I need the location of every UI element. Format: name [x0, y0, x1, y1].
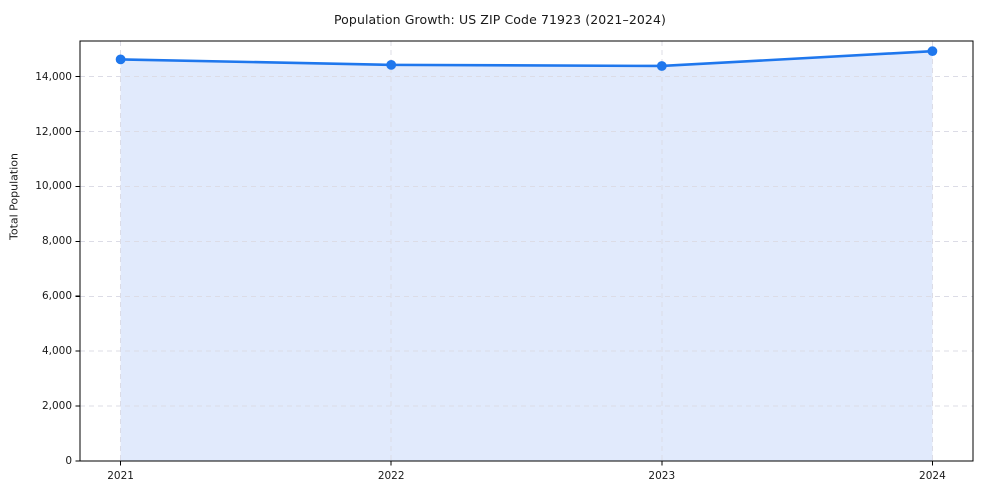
axes-spines-group	[79, 40, 974, 462]
y-tick-label: 6,000	[41, 290, 72, 303]
area-fill	[120, 51, 933, 461]
data-line-group	[119, 49, 934, 68]
x-tick-label: 2021	[107, 470, 134, 482]
y-tick-label: 2,000	[41, 400, 72, 413]
data-point-marker	[115, 54, 126, 65]
x-tick-label: 2023	[648, 470, 676, 482]
data-point-marker	[656, 61, 667, 71]
data-point-marker	[386, 59, 397, 70]
chart-title: Population Growth: US ZIP Code 71923 (20…	[333, 12, 667, 27]
y-tick-label: 12,000	[35, 125, 72, 138]
x-tick-label: 2024	[919, 470, 946, 482]
data-line	[119, 49, 934, 68]
y-tick-label: 10,000	[35, 180, 72, 193]
y-tick-label: 14,000	[35, 70, 72, 83]
data-markers-group	[115, 46, 938, 71]
axes-frame	[79, 40, 974, 462]
data-point-marker	[927, 46, 938, 57]
y-tick-label: 4,000	[41, 345, 72, 358]
x-tick-label: 2022	[377, 470, 405, 482]
area-fill-group	[120, 51, 933, 461]
y-tick-label: 8,000	[41, 235, 72, 248]
tick-marks-group	[75, 76, 933, 466]
y-tick-label: 0	[65, 455, 72, 467]
